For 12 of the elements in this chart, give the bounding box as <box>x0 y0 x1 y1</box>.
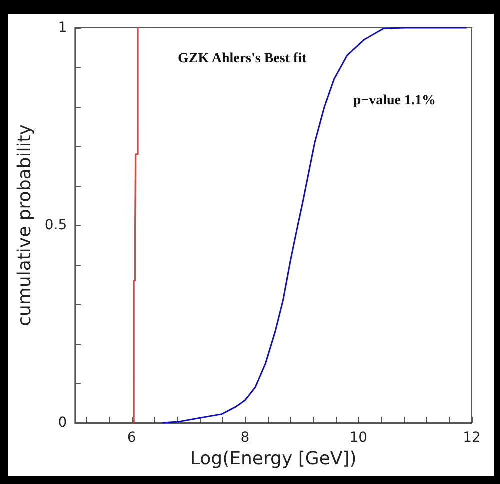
x-tick-label: 12 <box>463 430 481 446</box>
annotation: GZK Ahlers's Best fit <box>178 52 308 66</box>
x-tick-label: 8 <box>240 430 250 446</box>
y-tick-label: 0.5 <box>44 218 68 234</box>
y-axis-title: cumulative probability <box>14 124 36 326</box>
x-axis-title: Log(Energy [GeV]) <box>190 448 357 470</box>
line-series <box>162 27 468 424</box>
y-tick-label: 1 <box>58 20 68 36</box>
annotation: p−value 1.1% <box>353 94 436 108</box>
y-tick-label: 0 <box>58 415 68 431</box>
x-tick-label: 6 <box>127 430 136 446</box>
x-tick-label: 10 <box>350 430 368 446</box>
